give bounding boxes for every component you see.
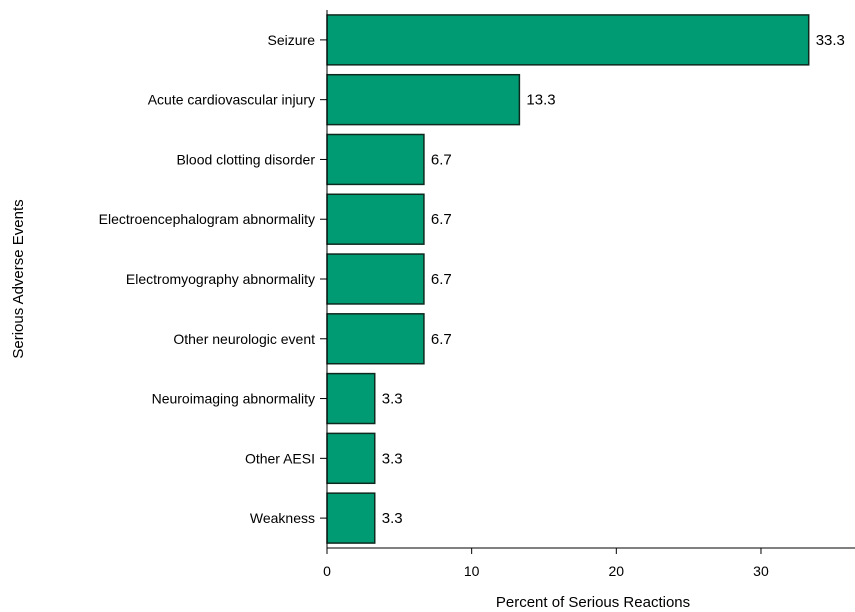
category-label: Electroencephalogram abnormality	[99, 211, 315, 227]
bar	[326, 492, 376, 544]
bar	[326, 14, 810, 66]
data-label: 6.7	[431, 271, 452, 288]
x-tick-label: 20	[609, 563, 625, 579]
bar	[326, 253, 425, 305]
category-labels: Seizure Acute cardiovascular injury Blood …	[99, 32, 316, 526]
category-label: Other AESI	[245, 450, 315, 466]
bar	[326, 313, 425, 365]
x-axis-title: Percent of Serious Reactions	[496, 594, 690, 611]
bars	[326, 14, 810, 544]
bar	[326, 372, 376, 425]
category-label: Weakness	[250, 510, 315, 526]
data-label: 33.3	[816, 32, 845, 49]
category-label: Blood clotting disorder	[176, 151, 315, 167]
x-axis-ticks: 0 10 20 30	[323, 548, 769, 579]
data-label: 3.3	[382, 450, 403, 467]
y-axis-title: Serious Adverse Events	[10, 199, 27, 358]
bar	[326, 133, 425, 186]
bar	[326, 432, 376, 485]
data-label: 3.3	[382, 391, 403, 408]
data-label: 6.7	[431, 211, 452, 228]
data-label: 6.7	[431, 151, 452, 168]
data-labels: 33.3 13.3 6.7 6.7 6.7 6.7 3.3 3.3 3.3	[382, 32, 845, 527]
category-label: Seizure	[268, 32, 316, 48]
x-tick-label: 30	[753, 563, 769, 579]
data-label: 3.3	[382, 510, 403, 527]
x-tick-label: 10	[464, 563, 480, 579]
category-label: Other neurologic event	[173, 331, 315, 347]
bar	[326, 193, 425, 245]
category-label: Neuroimaging abnormality	[152, 391, 315, 407]
bar	[326, 73, 521, 126]
x-tick-label: 0	[323, 563, 331, 579]
category-label: Electromyography abnormality	[126, 271, 315, 287]
y-axis-ticks	[320, 39, 327, 519]
data-label: 13.3	[526, 92, 555, 109]
data-label: 6.7	[431, 331, 452, 348]
category-label: Acute cardiovascular injury	[148, 92, 315, 108]
